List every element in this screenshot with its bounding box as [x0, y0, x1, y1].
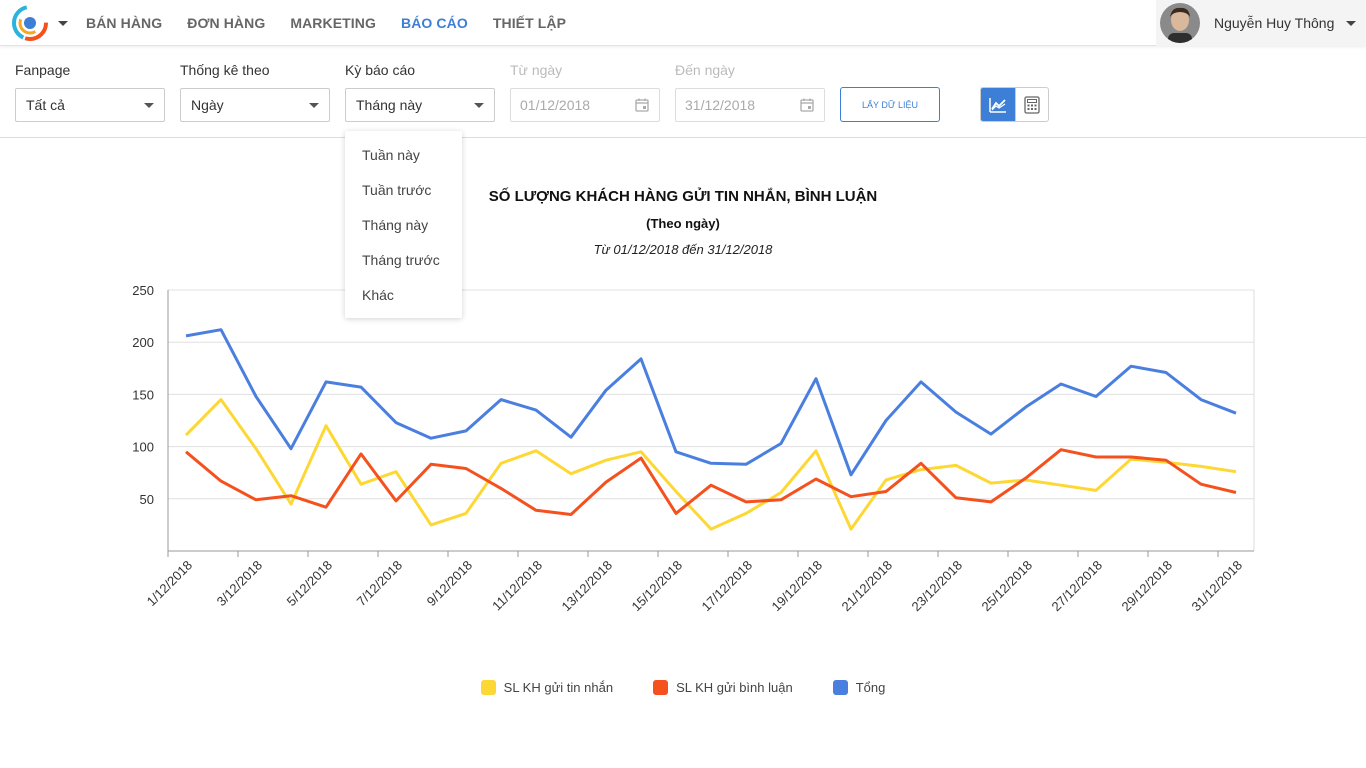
x-tick-label: 27/12/2018: [1048, 558, 1105, 615]
x-tick-label: 15/12/2018: [628, 558, 685, 615]
nav-item-1[interactable]: ĐƠN HÀNG: [187, 15, 266, 31]
calendar-icon[interactable]: [635, 98, 649, 112]
series-line-2: [185, 328, 1237, 477]
chart-view-button[interactable]: [981, 88, 1015, 121]
view-toggle: [980, 87, 1049, 122]
stat-by-label: Thống kê theo: [180, 62, 270, 78]
to-date-label: Đến ngày: [675, 62, 735, 78]
legend-item-0[interactable]: SL KH gửi tin nhắn: [480, 680, 614, 695]
calendar-icon[interactable]: [800, 98, 814, 112]
chevron-down-icon: [309, 103, 319, 108]
avatar[interactable]: [1160, 3, 1200, 43]
line-chart-icon: [989, 97, 1006, 113]
x-tick-label: 25/12/2018: [978, 558, 1035, 615]
chart-date-range: Từ 01/12/2018 đến 31/12/2018: [593, 242, 773, 257]
chart-legend: SL KH gửi tin nhắn SL KH gửi bình luận Tổn…: [0, 680, 1366, 695]
x-tick-label: 17/12/2018: [698, 558, 755, 615]
legend-swatch: [832, 680, 848, 695]
main-nav: BÁN HÀNG ĐƠN HÀNG MARKETING BÁO CÁO THIẾT LẬ…: [86, 0, 591, 46]
period-select[interactable]: Tháng này: [345, 88, 495, 122]
y-tick-label: 200: [132, 335, 154, 350]
x-tick-label: 29/12/2018: [1118, 558, 1175, 615]
y-tick-label: 100: [132, 440, 154, 455]
x-tick-label: 13/12/2018: [558, 558, 615, 615]
app-menu-chevron-down-icon[interactable]: [58, 21, 68, 26]
chevron-down-icon: [144, 103, 154, 108]
stat-by-select[interactable]: Ngày: [180, 88, 330, 122]
legend-swatch: [653, 680, 669, 695]
y-tick-label: 250: [132, 283, 154, 298]
chevron-down-icon: [474, 103, 484, 108]
period-label: Kỳ báo cáo: [345, 62, 416, 78]
x-tick-label: 23/12/2018: [908, 558, 965, 615]
period-dropdown-menu: Tuần này Tuần trước Tháng này Tháng trước Kh…: [345, 131, 462, 318]
y-tick-label: 150: [132, 387, 154, 402]
legend-label: SL KH gửi bình luận: [676, 680, 793, 695]
user-name[interactable]: Nguyễn Huy Thông: [1214, 15, 1335, 31]
from-date-value: 01/12/2018: [520, 97, 591, 113]
chart-title: SỐ LƯỢNG KHÁCH HÀNG GỬI TIN NHẮN, BÌNH L…: [488, 188, 878, 205]
series-line-0: [184, 398, 1237, 531]
x-tick-label: 31/12/2018: [1188, 558, 1245, 615]
x-tick-label: 5/12/2018: [284, 558, 336, 610]
nav-item-4[interactable]: THIẾT LẬP: [492, 15, 567, 31]
from-date-label: Từ ngày: [510, 62, 563, 78]
nav-item-3[interactable]: BÁO CÁO: [401, 15, 468, 31]
x-tick-label: 3/12/2018: [214, 558, 266, 610]
legend-label: SL KH gửi tin nhắn: [503, 680, 614, 695]
fanpage-label: Fanpage: [15, 62, 71, 78]
from-date-input[interactable]: 01/12/2018: [510, 88, 660, 122]
x-tick-label: 9/12/2018: [424, 558, 476, 610]
fanpage-select-value: Tất cả: [26, 97, 65, 113]
dropdown-option-2[interactable]: Tháng này: [362, 217, 429, 233]
fanpage-select[interactable]: Tất cả: [15, 88, 165, 122]
user-chevron-down-icon[interactable]: [1346, 21, 1356, 26]
dropdown-option-3[interactable]: Tháng trước: [362, 252, 440, 268]
x-tick-label: 19/12/2018: [768, 558, 825, 615]
legend-item-2[interactable]: Tổng: [832, 680, 886, 695]
top-bar: BÁN HÀNG ĐƠN HÀNG MARKETING BÁO CÁO THIẾT LẬ…: [0, 0, 1366, 46]
x-tick-label: 21/12/2018: [838, 558, 895, 615]
to-date-value: 31/12/2018: [685, 97, 756, 113]
dropdown-option-1[interactable]: Tuần trước: [362, 182, 432, 198]
x-tick-label: 7/12/2018: [354, 558, 406, 610]
line-chart: 50 100 150 200 250 1/12/2018 3/12/2018 5/12/201…: [132, 283, 1255, 615]
avatar-image-icon: [1160, 3, 1200, 43]
app-logo-icon[interactable]: [12, 5, 48, 41]
series-line-1: [185, 448, 1237, 516]
table-view-button[interactable]: [1014, 88, 1049, 121]
x-tick-label: 1/12/2018: [144, 558, 196, 610]
dropdown-option-4[interactable]: Khác: [362, 287, 394, 303]
y-tick-label: 50: [140, 492, 154, 507]
nav-item-0[interactable]: BÁN HÀNG: [86, 15, 163, 31]
filter-bar: Fanpage Tất cả Thống kê theo Ngày Kỳ báo…: [0, 47, 1366, 138]
chart-subtitle: (Theo ngày): [646, 216, 720, 231]
nav-item-2[interactable]: MARKETING: [290, 15, 377, 31]
x-tick-label: 11/12/2018: [489, 558, 545, 614]
dropdown-option-0[interactable]: Tuần này: [362, 147, 420, 163]
fetch-data-button[interactable]: LẤY DỮ LIỆU: [840, 87, 940, 122]
to-date-input[interactable]: 31/12/2018: [675, 88, 825, 122]
legend-item-1[interactable]: SL KH gửi bình luận: [653, 680, 793, 695]
user-menu[interactable]: Nguyễn Huy Thông: [1156, 0, 1366, 46]
legend-swatch: [480, 680, 496, 695]
period-select-value: Tháng này: [356, 97, 423, 113]
legend-label: Tổng: [855, 680, 886, 695]
stat-by-select-value: Ngày: [191, 97, 224, 113]
calculator-icon: [1024, 95, 1040, 114]
